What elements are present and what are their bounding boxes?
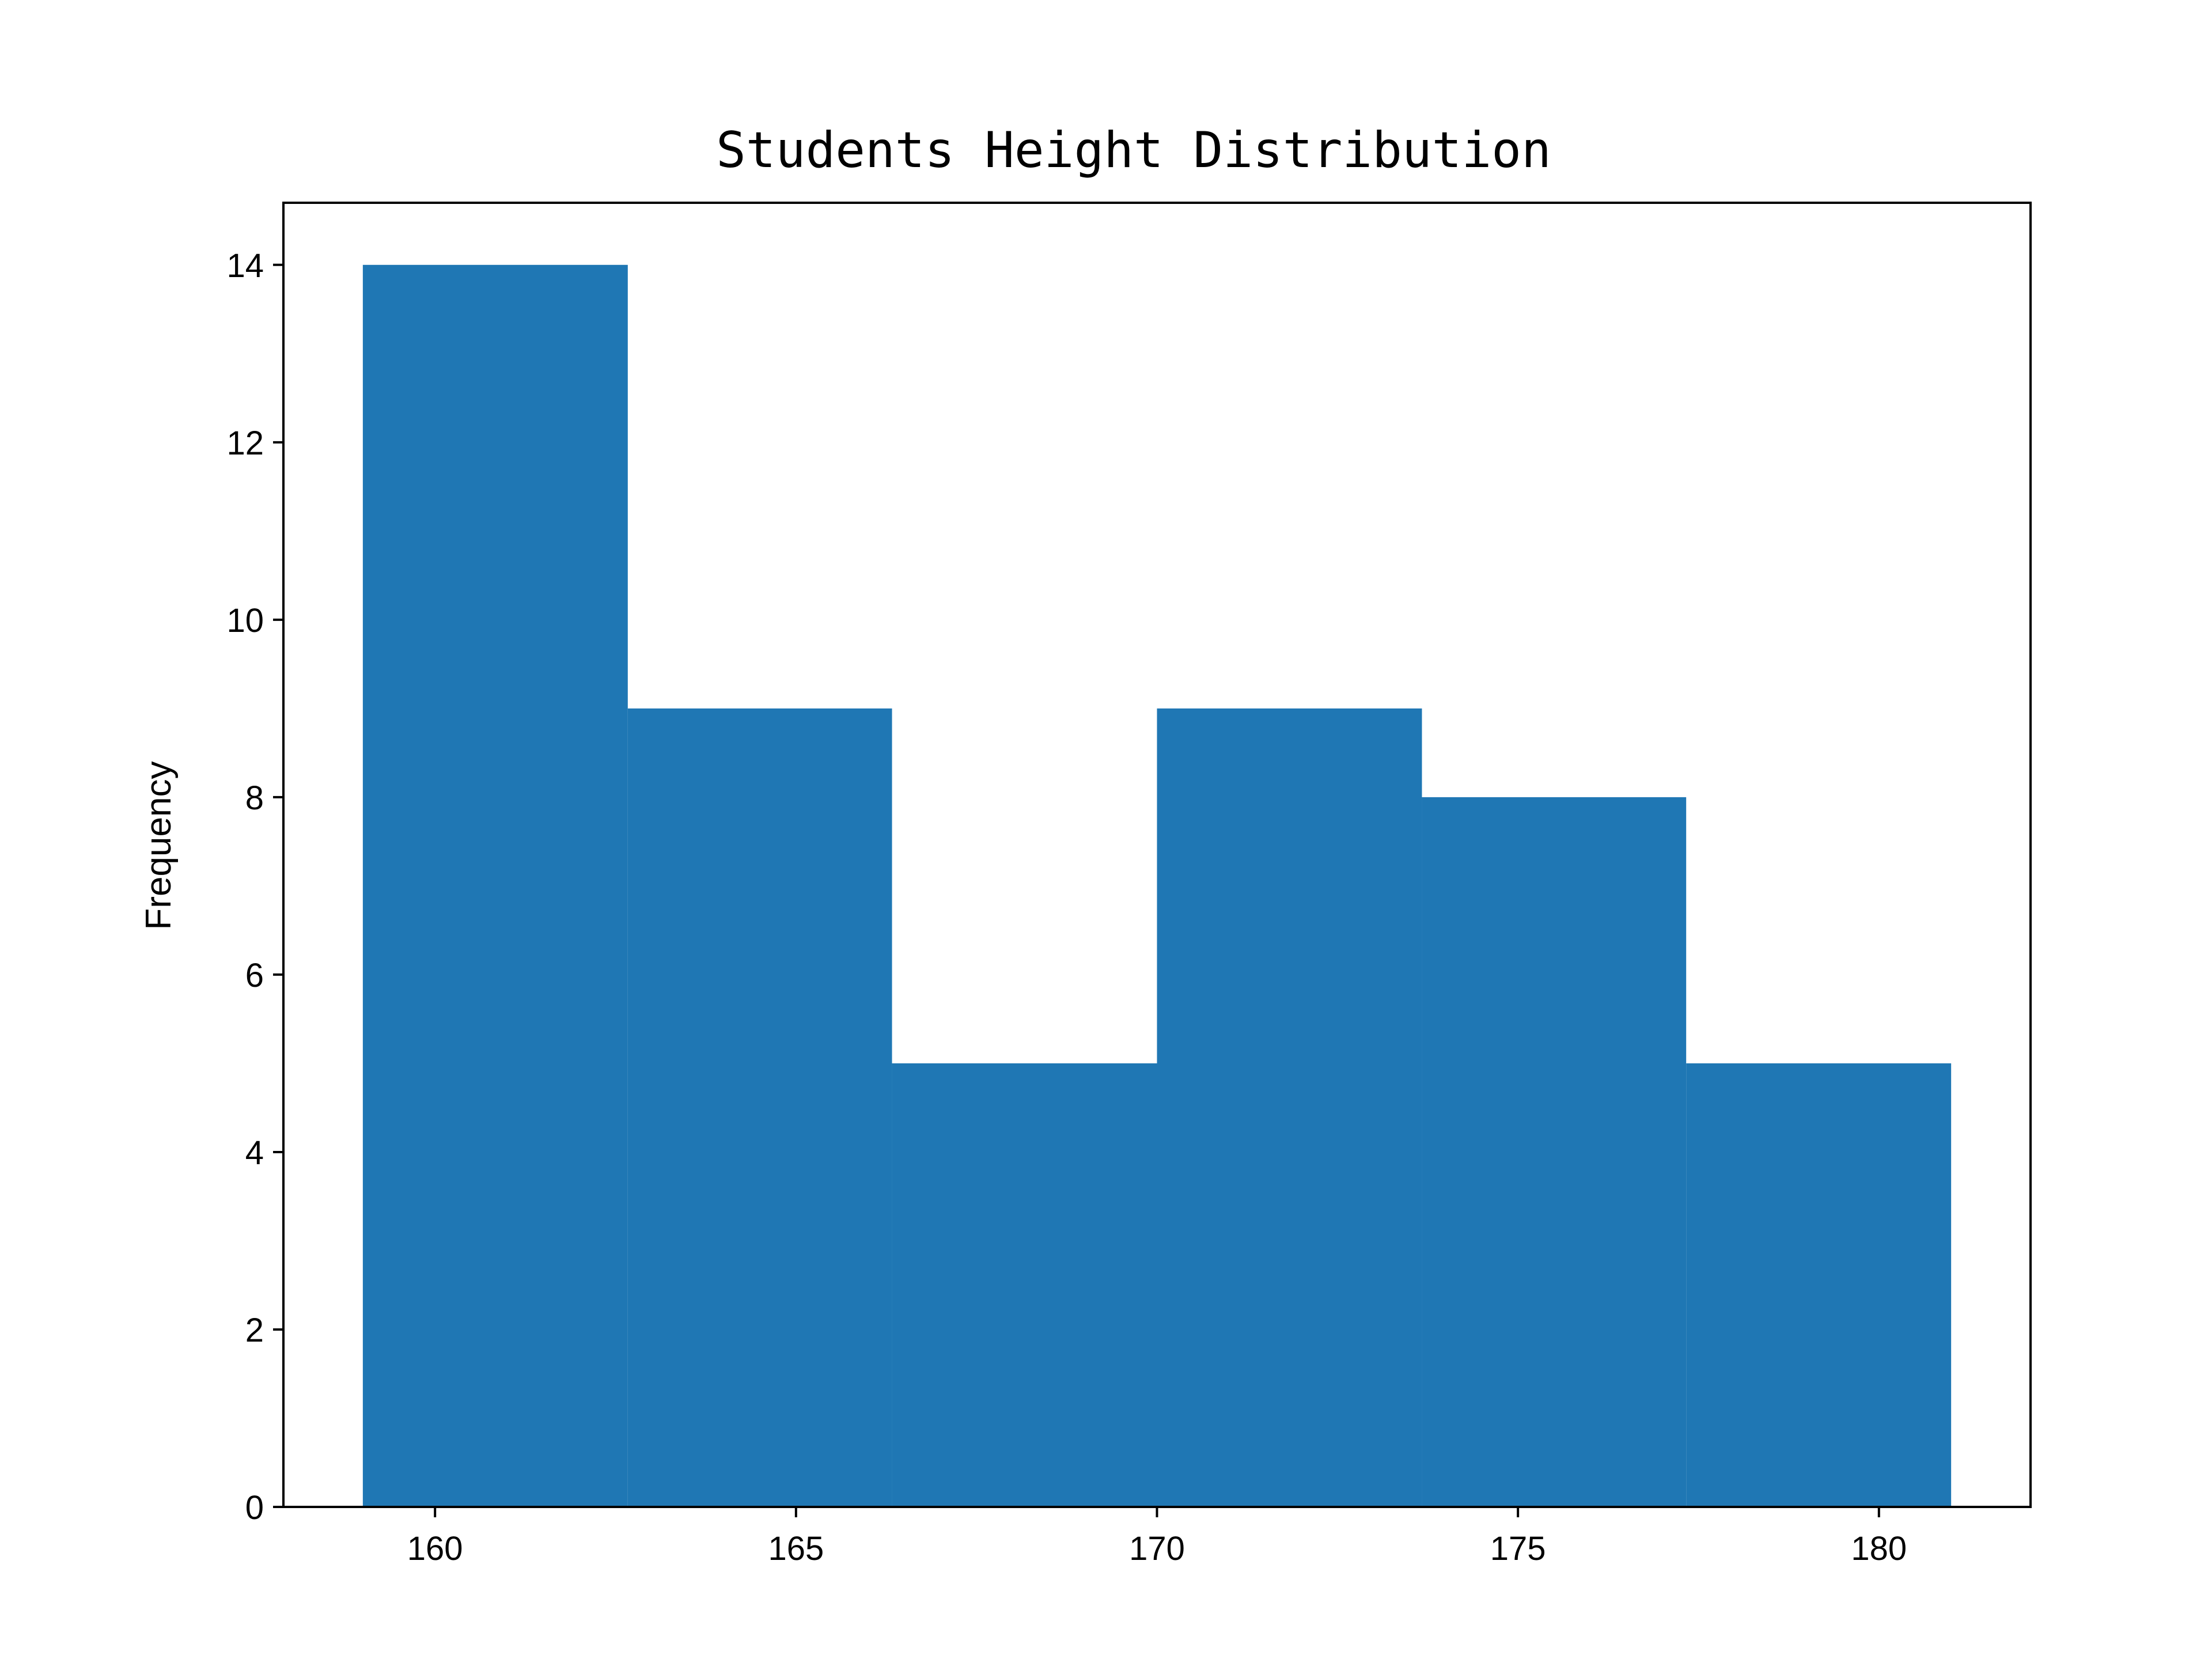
y-tick-label: 10 xyxy=(226,602,264,639)
y-tick-label: 12 xyxy=(226,425,264,462)
y-tick-label: 2 xyxy=(245,1312,264,1349)
bars-group xyxy=(362,264,1952,1507)
x-tick-label: 175 xyxy=(1490,1530,1546,1567)
y-tick-label: 14 xyxy=(226,247,264,285)
x-tick-label: 180 xyxy=(1851,1530,1907,1567)
x-tick-label: 170 xyxy=(1129,1530,1185,1567)
histogram-bar-3 xyxy=(892,1063,1157,1507)
y-axis-label: Frequency xyxy=(139,762,179,930)
y-tick-label: 8 xyxy=(245,779,264,817)
histogram-bar-5 xyxy=(1422,797,1687,1507)
y-tick-label: 4 xyxy=(245,1134,264,1172)
y-tick-label: 6 xyxy=(245,957,264,994)
x-tick-label: 165 xyxy=(768,1530,824,1567)
chart-title: Students Height Distribution xyxy=(716,122,1551,179)
x-axis: 160 165 170 175 180 xyxy=(407,1507,1907,1567)
y-tick-label: 0 xyxy=(245,1489,264,1527)
y-axis: 0 2 4 6 8 10 12 14 xyxy=(226,247,283,1527)
x-tick-label: 160 xyxy=(407,1530,463,1567)
histogram-bar-6 xyxy=(1686,1063,1952,1507)
histogram-bar-2 xyxy=(627,708,892,1507)
histogram-bar-1 xyxy=(362,264,628,1507)
histogram-bar-4 xyxy=(1157,708,1422,1507)
